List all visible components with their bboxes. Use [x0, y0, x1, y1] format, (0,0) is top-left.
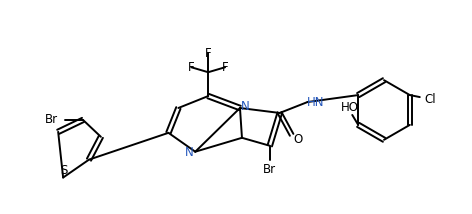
- Text: N: N: [185, 146, 194, 159]
- Text: O: O: [293, 133, 302, 146]
- Text: F: F: [205, 47, 211, 60]
- Text: N: N: [241, 100, 249, 113]
- Text: HO: HO: [341, 101, 359, 113]
- Text: F: F: [222, 61, 228, 74]
- Text: Cl: Cl: [424, 92, 436, 106]
- Text: HN: HN: [307, 95, 324, 108]
- Text: S: S: [60, 164, 68, 177]
- Text: Br: Br: [45, 113, 58, 126]
- Text: F: F: [188, 61, 194, 74]
- Text: Br: Br: [263, 163, 276, 176]
